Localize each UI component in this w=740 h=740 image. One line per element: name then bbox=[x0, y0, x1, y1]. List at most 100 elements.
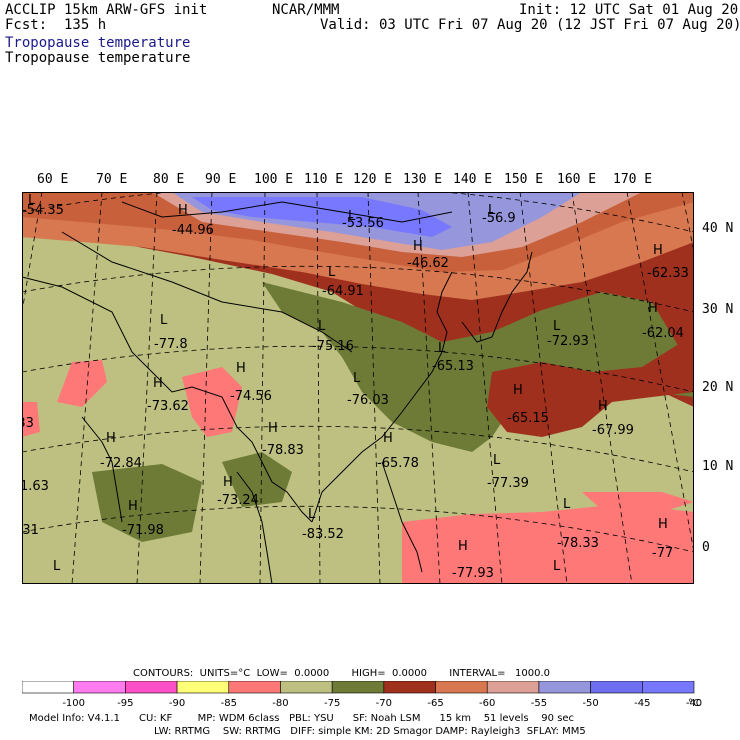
extremum-value: -72.93 bbox=[547, 334, 589, 349]
colorbar-unit: °C bbox=[688, 698, 700, 709]
extremum-symbol: L bbox=[160, 313, 168, 328]
extremum-symbol: L bbox=[493, 453, 501, 468]
colorbar-tick-label: -75 bbox=[324, 698, 340, 709]
extremum-value: -80.31 bbox=[22, 523, 39, 538]
graticule bbox=[22, 192, 694, 584]
extremum-value: -65.15 bbox=[507, 411, 549, 426]
patch-salmon-west bbox=[57, 360, 107, 407]
lat-label: 30 N bbox=[702, 302, 734, 317]
extremum-value: -74.56 bbox=[230, 389, 272, 404]
extremum-symbol: L bbox=[53, 559, 61, 574]
colorbar-swatch bbox=[383, 681, 436, 694]
lon-label: 90 E bbox=[205, 172, 237, 187]
lat-line-40n bbox=[22, 192, 694, 233]
organization: NCAR/MMM bbox=[272, 2, 340, 18]
model-info-line1: Model Info: V4.1.1 CU: KF MP: WDM 6class… bbox=[29, 713, 575, 724]
colorbar-tick-label: -50 bbox=[582, 698, 598, 709]
band-dark-olive bbox=[262, 282, 694, 452]
colorbar-tick-label: -70 bbox=[376, 698, 392, 709]
colorbar-swatch bbox=[538, 681, 591, 694]
extremum-symbol: H bbox=[268, 421, 278, 436]
extremum-symbol: H bbox=[653, 243, 663, 258]
colorbar-swatch bbox=[228, 681, 281, 694]
border-interior bbox=[61, 231, 353, 353]
patch-olive-indochina bbox=[222, 452, 292, 507]
extremum-value: -75.16 bbox=[312, 339, 354, 354]
lon-label: 60 E bbox=[37, 172, 69, 187]
field-title-contour: Tropopause temperature bbox=[5, 50, 191, 66]
extremum-symbol: H bbox=[128, 499, 138, 514]
extremum-value: -65.78 bbox=[377, 456, 419, 471]
coast-china-east bbox=[311, 271, 453, 523]
lon-label: 120 E bbox=[353, 172, 393, 187]
extremum-symbol: L bbox=[353, 371, 361, 386]
extremum-symbol: L bbox=[553, 559, 561, 574]
colorbar-swatch bbox=[22, 681, 74, 694]
colorbar-tick-label: -100 bbox=[62, 698, 85, 709]
lon-label: 130 E bbox=[403, 172, 443, 187]
extremum-value: -71.98 bbox=[122, 523, 164, 538]
extremum-value: -77.8 bbox=[154, 337, 188, 352]
extremum-value: -78.33 bbox=[557, 536, 599, 551]
lat-line-30n bbox=[22, 265, 694, 313]
extremum-symbol: L bbox=[348, 209, 356, 224]
extremum-value: -76.03 bbox=[347, 393, 389, 408]
lon-label: 140 E bbox=[453, 172, 493, 187]
extremum-value: -77.39 bbox=[487, 476, 529, 491]
extremum-symbol: L bbox=[318, 319, 326, 334]
lon-label: 110 E bbox=[304, 172, 344, 187]
colorbar-swatch bbox=[486, 681, 540, 694]
patch-salmon-equator bbox=[402, 504, 694, 584]
colorbar-tick-label: -45 bbox=[634, 698, 650, 709]
band-dark-red-east bbox=[487, 332, 694, 437]
lon-line bbox=[626, 192, 694, 553]
lon-label: 150 E bbox=[504, 172, 544, 187]
coast-philippines bbox=[381, 461, 423, 573]
colorbar-swatch bbox=[125, 681, 178, 694]
colorbar-tick-label: -60 bbox=[479, 698, 495, 709]
colorbar-swatch bbox=[590, 681, 643, 694]
lon-line bbox=[681, 192, 694, 253]
extremum-symbol: H bbox=[383, 431, 393, 446]
extremum-value: -65.13 bbox=[432, 359, 474, 374]
extremum-symbol: L bbox=[438, 341, 446, 356]
lon-line bbox=[316, 192, 321, 584]
extremum-value: -67.99 bbox=[592, 423, 634, 438]
extremum-symbol: H bbox=[413, 239, 423, 254]
extremum-symbol: H bbox=[106, 431, 116, 446]
colorbar-swatch bbox=[331, 681, 385, 694]
colorbar: -100 -95 -90 -85 -80 -75 -70 -65 -60 -55 -50 -45 -40… bbox=[22, 681, 702, 709]
lat-label: 10 N bbox=[702, 459, 734, 474]
extremum-symbol: H bbox=[223, 475, 233, 490]
extremum-symbol: L bbox=[563, 497, 571, 512]
init-time: Init: 12 UTC Sat 01 Aug 20 bbox=[519, 2, 739, 18]
extremum-symbol: H bbox=[458, 539, 468, 554]
coast-malay bbox=[236, 471, 273, 584]
extremum-symbol: L bbox=[28, 193, 36, 208]
extremum-value: -44.96 bbox=[172, 223, 214, 238]
lon-label: 160 E bbox=[557, 172, 597, 187]
extremum-symbol: H bbox=[658, 517, 668, 532]
lon-label: 70 E bbox=[96, 172, 128, 187]
band-blue-core bbox=[192, 197, 452, 237]
extremum-value: -62.04 bbox=[642, 326, 684, 341]
valid-time: Valid: 03 UTC Fri 07 Aug 20 (12 JST Fri … bbox=[320, 17, 740, 33]
lat-label: 0 bbox=[702, 540, 710, 555]
model-title: ACCLIP 15km ARW-GFS init bbox=[5, 2, 208, 18]
extremum-value: -77.93 bbox=[452, 566, 494, 581]
extrema-labels: L-54.35 H-44.96L-53.56L-56.9H-46.62L-64.9… bbox=[22, 193, 689, 581]
lon-line bbox=[417, 192, 441, 584]
tropopause-temperature-map: L-54.35 H-44.96L-53.56L-56.9H-46.62L-64.9… bbox=[22, 192, 694, 584]
extremum-symbol: H bbox=[648, 301, 658, 316]
extremum-symbol: L bbox=[328, 265, 336, 280]
border-north bbox=[121, 201, 453, 223]
lon-line bbox=[571, 192, 633, 584]
lon-line bbox=[467, 192, 503, 584]
extremum-symbol: H bbox=[153, 376, 163, 391]
extremum-symbol: H bbox=[178, 203, 188, 218]
coast-asia-south bbox=[22, 276, 313, 523]
lon-line bbox=[199, 192, 213, 584]
lat-line-10n bbox=[22, 425, 694, 473]
colorbar-swatch bbox=[280, 681, 333, 694]
extremum-value: -78.83 bbox=[262, 443, 304, 458]
